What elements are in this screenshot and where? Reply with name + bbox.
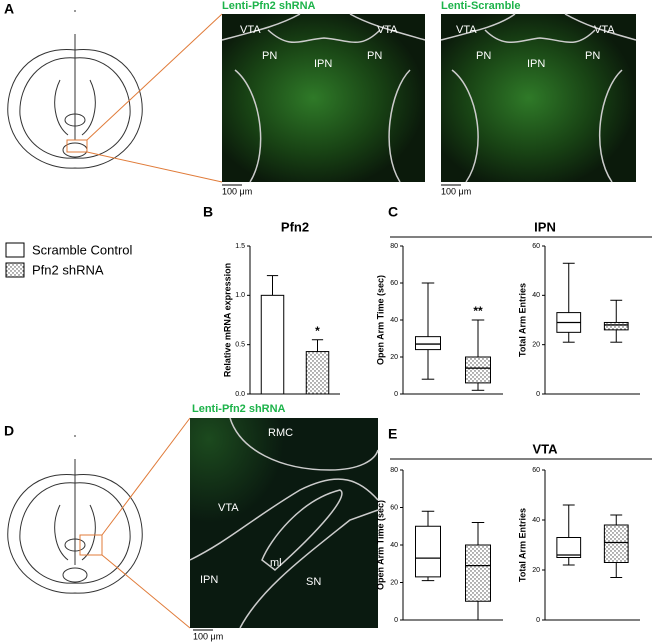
panel-label: A xyxy=(4,1,14,17)
panel-label: B xyxy=(203,204,213,220)
y-tick-label: 60 xyxy=(532,467,540,474)
brain-diagram xyxy=(7,10,143,169)
bar xyxy=(305,351,330,395)
micrograph xyxy=(190,418,378,628)
highlight-box xyxy=(66,139,88,153)
y-tick-label: 40 xyxy=(532,517,540,524)
region-label: IPN xyxy=(527,58,545,70)
box xyxy=(603,524,629,563)
region-outline xyxy=(221,13,426,183)
region-label: PN xyxy=(262,50,277,62)
zoom-line xyxy=(101,554,191,629)
zoom-line xyxy=(86,151,223,183)
y-tick-label: 60 xyxy=(532,243,540,250)
image-title: Lenti-Pfn2 shRNA xyxy=(192,403,286,415)
y-tick-label: 60 xyxy=(390,280,398,287)
y-tick-label: 40 xyxy=(532,292,540,299)
box xyxy=(465,544,491,602)
panel-label: C xyxy=(388,204,398,220)
brain-diagram xyxy=(7,435,143,594)
significance: ** xyxy=(473,304,483,318)
region-label: PN xyxy=(367,50,382,62)
group-title: IPN xyxy=(534,219,556,234)
region-label: VTA xyxy=(218,502,239,514)
y-tick-label: 60 xyxy=(390,504,398,511)
box xyxy=(415,336,441,351)
box xyxy=(415,525,441,578)
region-label: VTA xyxy=(240,24,261,36)
box xyxy=(556,537,582,558)
image-title: Lenti-Scramble xyxy=(441,0,520,12)
micrograph xyxy=(222,14,425,182)
y-axis-label: Total Arm Entries xyxy=(517,283,527,357)
region-outline xyxy=(189,417,379,629)
y-axis-label: Open Arm Time (sec) xyxy=(375,500,385,590)
significance: * xyxy=(315,324,320,338)
zoom-line xyxy=(86,13,223,141)
y-tick-label: 0 xyxy=(394,617,398,624)
y-axis-label: Total Arm Entries xyxy=(517,508,527,582)
panel-label: D xyxy=(4,423,14,439)
y-tick-label: 20 xyxy=(390,354,398,361)
y-tick-label: 40 xyxy=(390,317,398,324)
region-label: PN xyxy=(476,50,491,62)
y-tick-label: 0 xyxy=(536,391,540,398)
group-title: VTA xyxy=(532,441,558,456)
y-tick-label: 80 xyxy=(390,243,398,250)
legend-label: Pfn2 shRNA xyxy=(32,262,104,277)
region-label: IPN xyxy=(314,58,332,70)
region-label: RMC xyxy=(268,427,293,439)
bar xyxy=(260,294,285,395)
y-tick-label: 0 xyxy=(536,617,540,624)
region-label: SN xyxy=(306,576,321,588)
micrograph xyxy=(441,14,636,182)
y-tick-label: 80 xyxy=(390,467,398,474)
highlight-box xyxy=(79,534,103,556)
region-label: VTA xyxy=(456,24,477,36)
y-tick-label: 40 xyxy=(390,542,398,549)
scale-label: 100 μm xyxy=(441,186,471,196)
y-tick-label: 1.0 xyxy=(235,292,245,299)
y-tick-label: 20 xyxy=(532,567,540,574)
box xyxy=(465,356,491,384)
chart-title: Pfn2 xyxy=(281,219,309,234)
scale-label: 100 μm xyxy=(222,186,252,196)
y-tick-label: 1.5 xyxy=(235,243,245,250)
y-tick-label: 0.5 xyxy=(235,342,245,349)
box xyxy=(603,321,629,331)
region-label: VTA xyxy=(377,24,398,36)
y-tick-label: 20 xyxy=(390,579,398,586)
y-axis-label: Relative mRNA expression xyxy=(222,263,232,377)
region-label: PN xyxy=(585,50,600,62)
y-tick-label: 0.0 xyxy=(235,391,245,398)
scale-label: 100 μm xyxy=(193,631,223,641)
image-title: Lenti-Pfn2 shRNA xyxy=(222,0,316,12)
region-label: ml xyxy=(270,557,282,569)
legend-swatch xyxy=(5,262,25,278)
region-label: IPN xyxy=(200,574,218,586)
y-tick-label: 0 xyxy=(394,391,398,398)
legend-swatch xyxy=(5,242,25,258)
y-tick-label: 20 xyxy=(532,342,540,349)
zoom-line xyxy=(101,417,191,536)
legend-label: Scramble Control xyxy=(32,242,133,257)
region-outline xyxy=(440,13,637,183)
panel-label: E xyxy=(388,426,397,442)
region-label: VTA xyxy=(594,24,615,36)
y-axis-label: Open Arm Time (sec) xyxy=(375,275,385,365)
